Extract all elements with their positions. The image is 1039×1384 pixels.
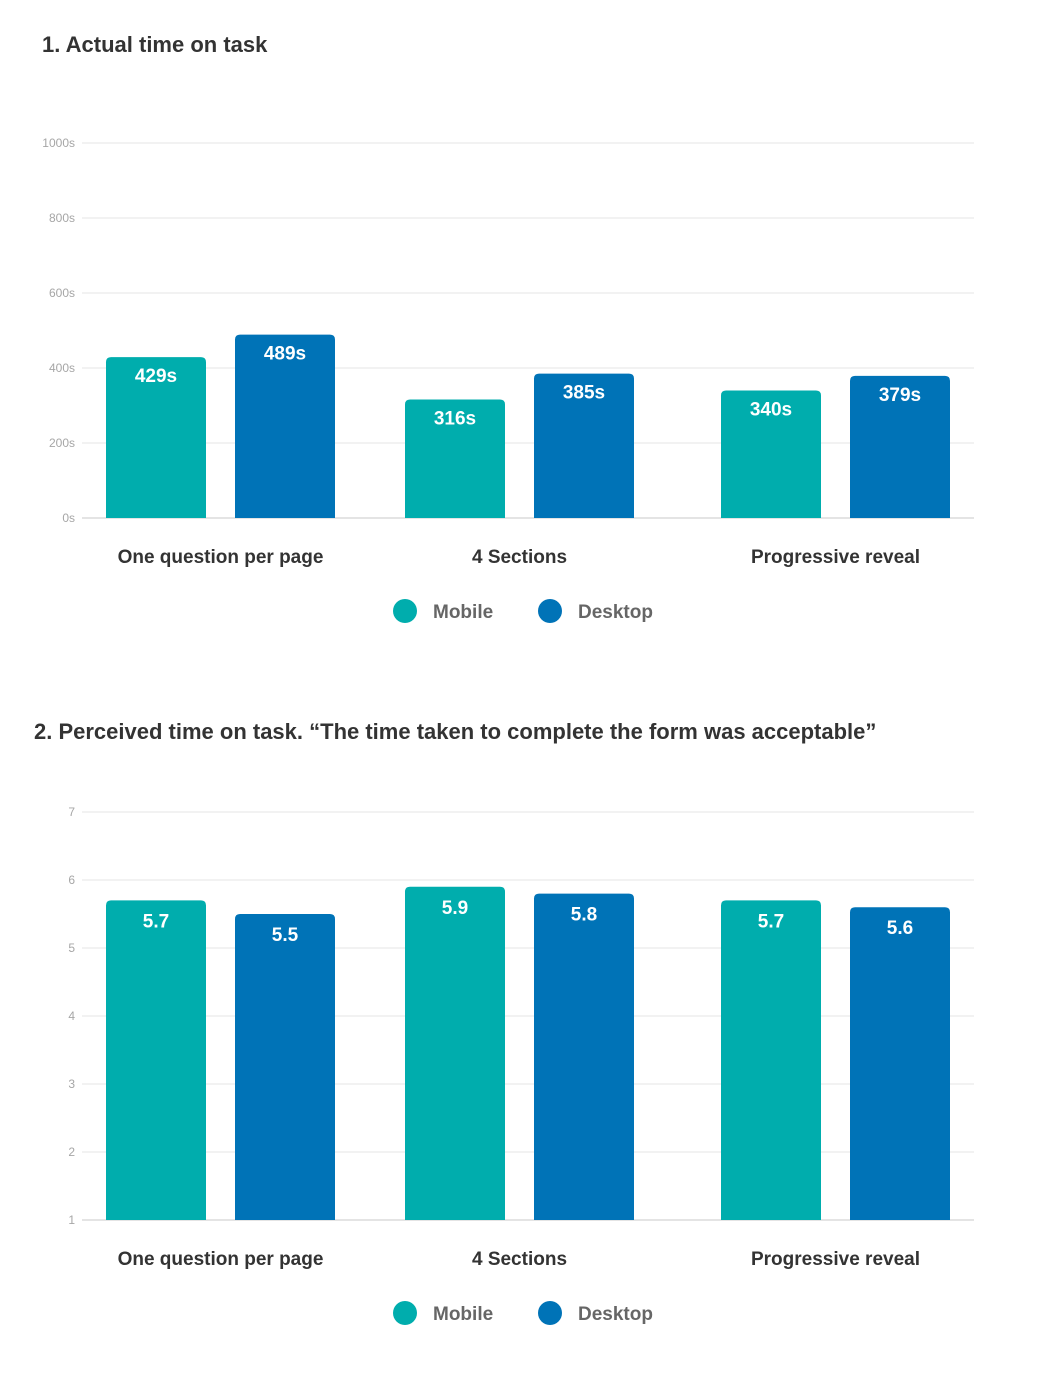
y-tick-label: 200s (49, 436, 75, 450)
bar-desktop (235, 914, 335, 1220)
data-label: 385s (563, 383, 605, 404)
data-label: 5.6 (887, 918, 913, 939)
legend-swatch-mobile (393, 1301, 417, 1325)
y-tick-label: 1000s (42, 136, 75, 150)
y-tick-label: 2 (68, 1145, 75, 1159)
chart-2-title: 2. Perceived time on task. “The time tak… (34, 719, 877, 744)
data-label: 429s (135, 366, 177, 387)
legend-swatch-desktop (538, 599, 562, 623)
bar-mobile (405, 886, 505, 1220)
y-tick-label: 800s (49, 211, 75, 225)
chart-1-plot: 0s 200s 400s 600s 800s 1000s 429s 316s 340s 489s 3… (42, 136, 974, 623)
data-label: 5.9 (442, 898, 468, 919)
chart-1-title: 1. Actual time on task (42, 32, 268, 57)
bar-mobile (405, 399, 505, 518)
legend-label: Mobile (433, 602, 493, 623)
data-label: 5.7 (143, 911, 169, 932)
data-label: 340s (750, 400, 792, 421)
data-label: 5.5 (272, 925, 299, 946)
bar-mobile (106, 900, 206, 1220)
bar-desktop (850, 375, 950, 518)
y-tick-label: 4 (68, 1009, 75, 1023)
bar-desktop (534, 893, 634, 1220)
bar-mobile (721, 390, 821, 518)
data-label: 379s (879, 385, 921, 406)
category-label: Progressive reveal (751, 1249, 920, 1270)
bar-desktop (850, 907, 950, 1220)
legend-swatch-desktop (538, 1301, 562, 1325)
legend-label: Desktop (578, 1304, 653, 1325)
data-label: 5.7 (758, 911, 784, 932)
chart-2-plot: 1 2 3 4 5 6 7 5.7 5.9 5.7 5.5 5.8 5.6 One question pe… (68, 805, 974, 1325)
data-label: 5.8 (571, 905, 597, 926)
bar-desktop (235, 334, 335, 518)
data-label: 489s (264, 344, 306, 365)
bar-mobile (721, 900, 821, 1220)
bar-desktop (534, 373, 634, 518)
y-tick-label: 1 (68, 1213, 75, 1227)
y-tick-label: 5 (68, 941, 75, 955)
bar-mobile (106, 357, 206, 518)
y-tick-label: 6 (68, 873, 75, 887)
y-tick-label: 600s (49, 286, 75, 300)
legend-label: Mobile (433, 1304, 493, 1325)
y-tick-label: 3 (68, 1077, 75, 1091)
category-label: One question per page (118, 547, 324, 568)
legend-label: Desktop (578, 602, 653, 623)
legend-swatch-mobile (393, 599, 417, 623)
y-tick-label: 400s (49, 361, 75, 375)
y-tick-label: 0s (62, 511, 75, 525)
category-label: 4 Sections (472, 1249, 567, 1270)
category-label: One question per page (118, 1249, 324, 1270)
category-label: Progressive reveal (751, 547, 920, 568)
y-tick-label: 7 (68, 805, 75, 819)
data-label: 316s (434, 409, 476, 430)
category-label: 4 Sections (472, 547, 567, 568)
